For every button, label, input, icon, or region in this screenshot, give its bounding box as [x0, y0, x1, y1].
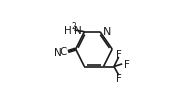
Text: F: F: [116, 50, 122, 60]
Text: 2: 2: [71, 22, 76, 31]
Text: N: N: [54, 47, 61, 57]
Text: F: F: [124, 59, 130, 69]
Text: F: F: [116, 73, 122, 83]
Text: N: N: [74, 26, 82, 36]
Text: C: C: [59, 47, 66, 57]
Text: H: H: [64, 26, 71, 36]
Text: N: N: [103, 27, 111, 37]
